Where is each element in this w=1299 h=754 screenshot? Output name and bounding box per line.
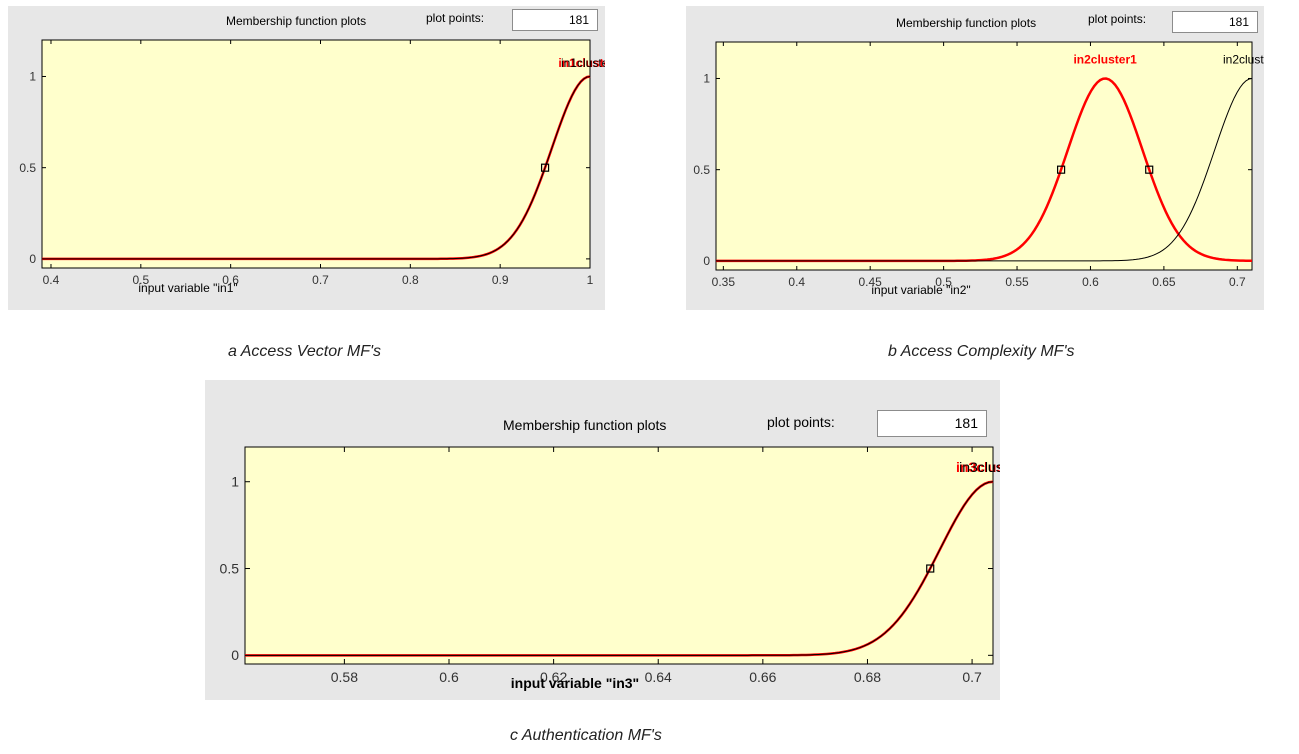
x-axis-label: input variable "in2" — [871, 283, 970, 297]
y-tick-label: 0 — [231, 647, 239, 663]
mf-label-in3cluster2: in3cluster2 — [959, 459, 1000, 475]
y-tick-label: 1 — [703, 72, 710, 86]
x-tick-label: 0.7 — [962, 669, 982, 685]
y-tick-label: 0 — [29, 252, 36, 266]
y-tick-label: 0.5 — [220, 560, 240, 576]
mf-label-in3cluster1: in3cluster1 — [956, 459, 1000, 475]
mf-label-in2cluster1: in2cluster1 — [1073, 52, 1137, 66]
x-axis-label: input variable "in3" — [511, 675, 639, 691]
mf-curve-in1cluster2[interactable] — [42, 75, 591, 260]
plot-points-input[interactable]: 181 — [512, 9, 598, 31]
x-tick-label: 0.68 — [854, 669, 881, 685]
plot-points-label: plot points: — [426, 11, 485, 25]
y-tick-label: 1 — [231, 474, 239, 490]
plot-points-label: plot points: — [1088, 12, 1147, 26]
x-tick-label: 0.4 — [43, 273, 60, 287]
plot-points-input[interactable]: 181 — [877, 410, 987, 437]
caption-b: b Access Complexity MF's — [888, 343, 1075, 360]
plot-area — [41, 39, 591, 269]
mf-label-in1cluster1: in1cluster1 — [558, 56, 605, 70]
plot-points-input[interactable]: 181 — [1172, 11, 1258, 33]
y-tick-label: 0.5 — [693, 163, 710, 177]
chart-panel-access-vector: Membership function plots plot points: 1… — [8, 6, 605, 310]
mf-label-in1cluster2: in1cluster2 — [561, 56, 605, 70]
x-tick-label: 0.58 — [331, 669, 358, 685]
x-tick-label: 0.65 — [1152, 275, 1176, 289]
x-tick-label: 0.7 — [1229, 275, 1246, 289]
x-tick-label: 0.64 — [645, 669, 672, 685]
x-tick-label: 0.7 — [312, 273, 329, 287]
x-tick-label: 0.35 — [712, 275, 736, 289]
plot-points-label: plot points: — [767, 414, 835, 430]
y-tick-label: 1 — [29, 70, 36, 84]
x-tick-label: 0.5 — [132, 273, 149, 287]
caption-c: c Authentication MF's — [510, 727, 662, 744]
mf-curve-in2cluster2[interactable] — [716, 77, 1253, 262]
membership-chart: 0.58 0.6 0.62 0.64 0.66 0.68 0.7 0 0.5 1 in3cluste… — [220, 446, 1000, 691]
panel-title: Membership function plots — [226, 14, 367, 28]
caption-a: a Access Vector MF's — [228, 343, 382, 360]
panel-title: Membership function plots — [503, 417, 667, 433]
x-tick-label: 0.45 — [859, 275, 883, 289]
chart-panel-access-complexity: Membership function plots plot points: 1… — [686, 6, 1264, 310]
mf-marker[interactable] — [926, 564, 935, 573]
x-tick-label: 0.9 — [492, 273, 509, 287]
mf-curve-in3cluster2[interactable] — [245, 481, 994, 656]
x-tick-label: 0.66 — [749, 669, 776, 685]
x-tick-label: 1 — [587, 273, 594, 287]
x-tick-label: 0.6 — [222, 273, 239, 287]
x-tick-label: 0.4 — [788, 275, 805, 289]
plot-area — [715, 41, 1253, 271]
x-tick-label: 0.55 — [1005, 275, 1029, 289]
x-tick-label: 0.5 — [935, 275, 952, 289]
y-tick-label: 0 — [703, 254, 710, 268]
plot-area — [244, 446, 994, 665]
membership-chart: 0.4 0.5 0.6 0.7 0.8 0.9 1 0 0.5 1 in1cluster1in1cl… — [19, 39, 605, 295]
mf-marker[interactable] — [540, 163, 550, 172]
membership-chart: 0.35 0.4 0.45 0.5 0.55 0.6 0.65 0.7 0 0.5 1 in2clus… — [693, 41, 1264, 297]
x-tick-label: 0.6 — [1082, 275, 1099, 289]
mf-marker[interactable] — [1056, 165, 1066, 174]
panel-title: Membership function plots — [896, 16, 1037, 30]
y-tick-label: 0.5 — [19, 161, 36, 175]
chart-panel-authentication: Membership function plots plot points: 1… — [205, 380, 1000, 700]
x-tick-label: 0.62 — [540, 669, 567, 685]
x-tick-label: 0.8 — [402, 273, 419, 287]
x-axis-label: input variable "in1" — [138, 281, 237, 295]
x-tick-label: 0.6 — [439, 669, 459, 685]
mf-marker[interactable] — [1145, 165, 1154, 174]
mf-label-in2cluster2: in2cluster2 — [1223, 52, 1264, 66]
